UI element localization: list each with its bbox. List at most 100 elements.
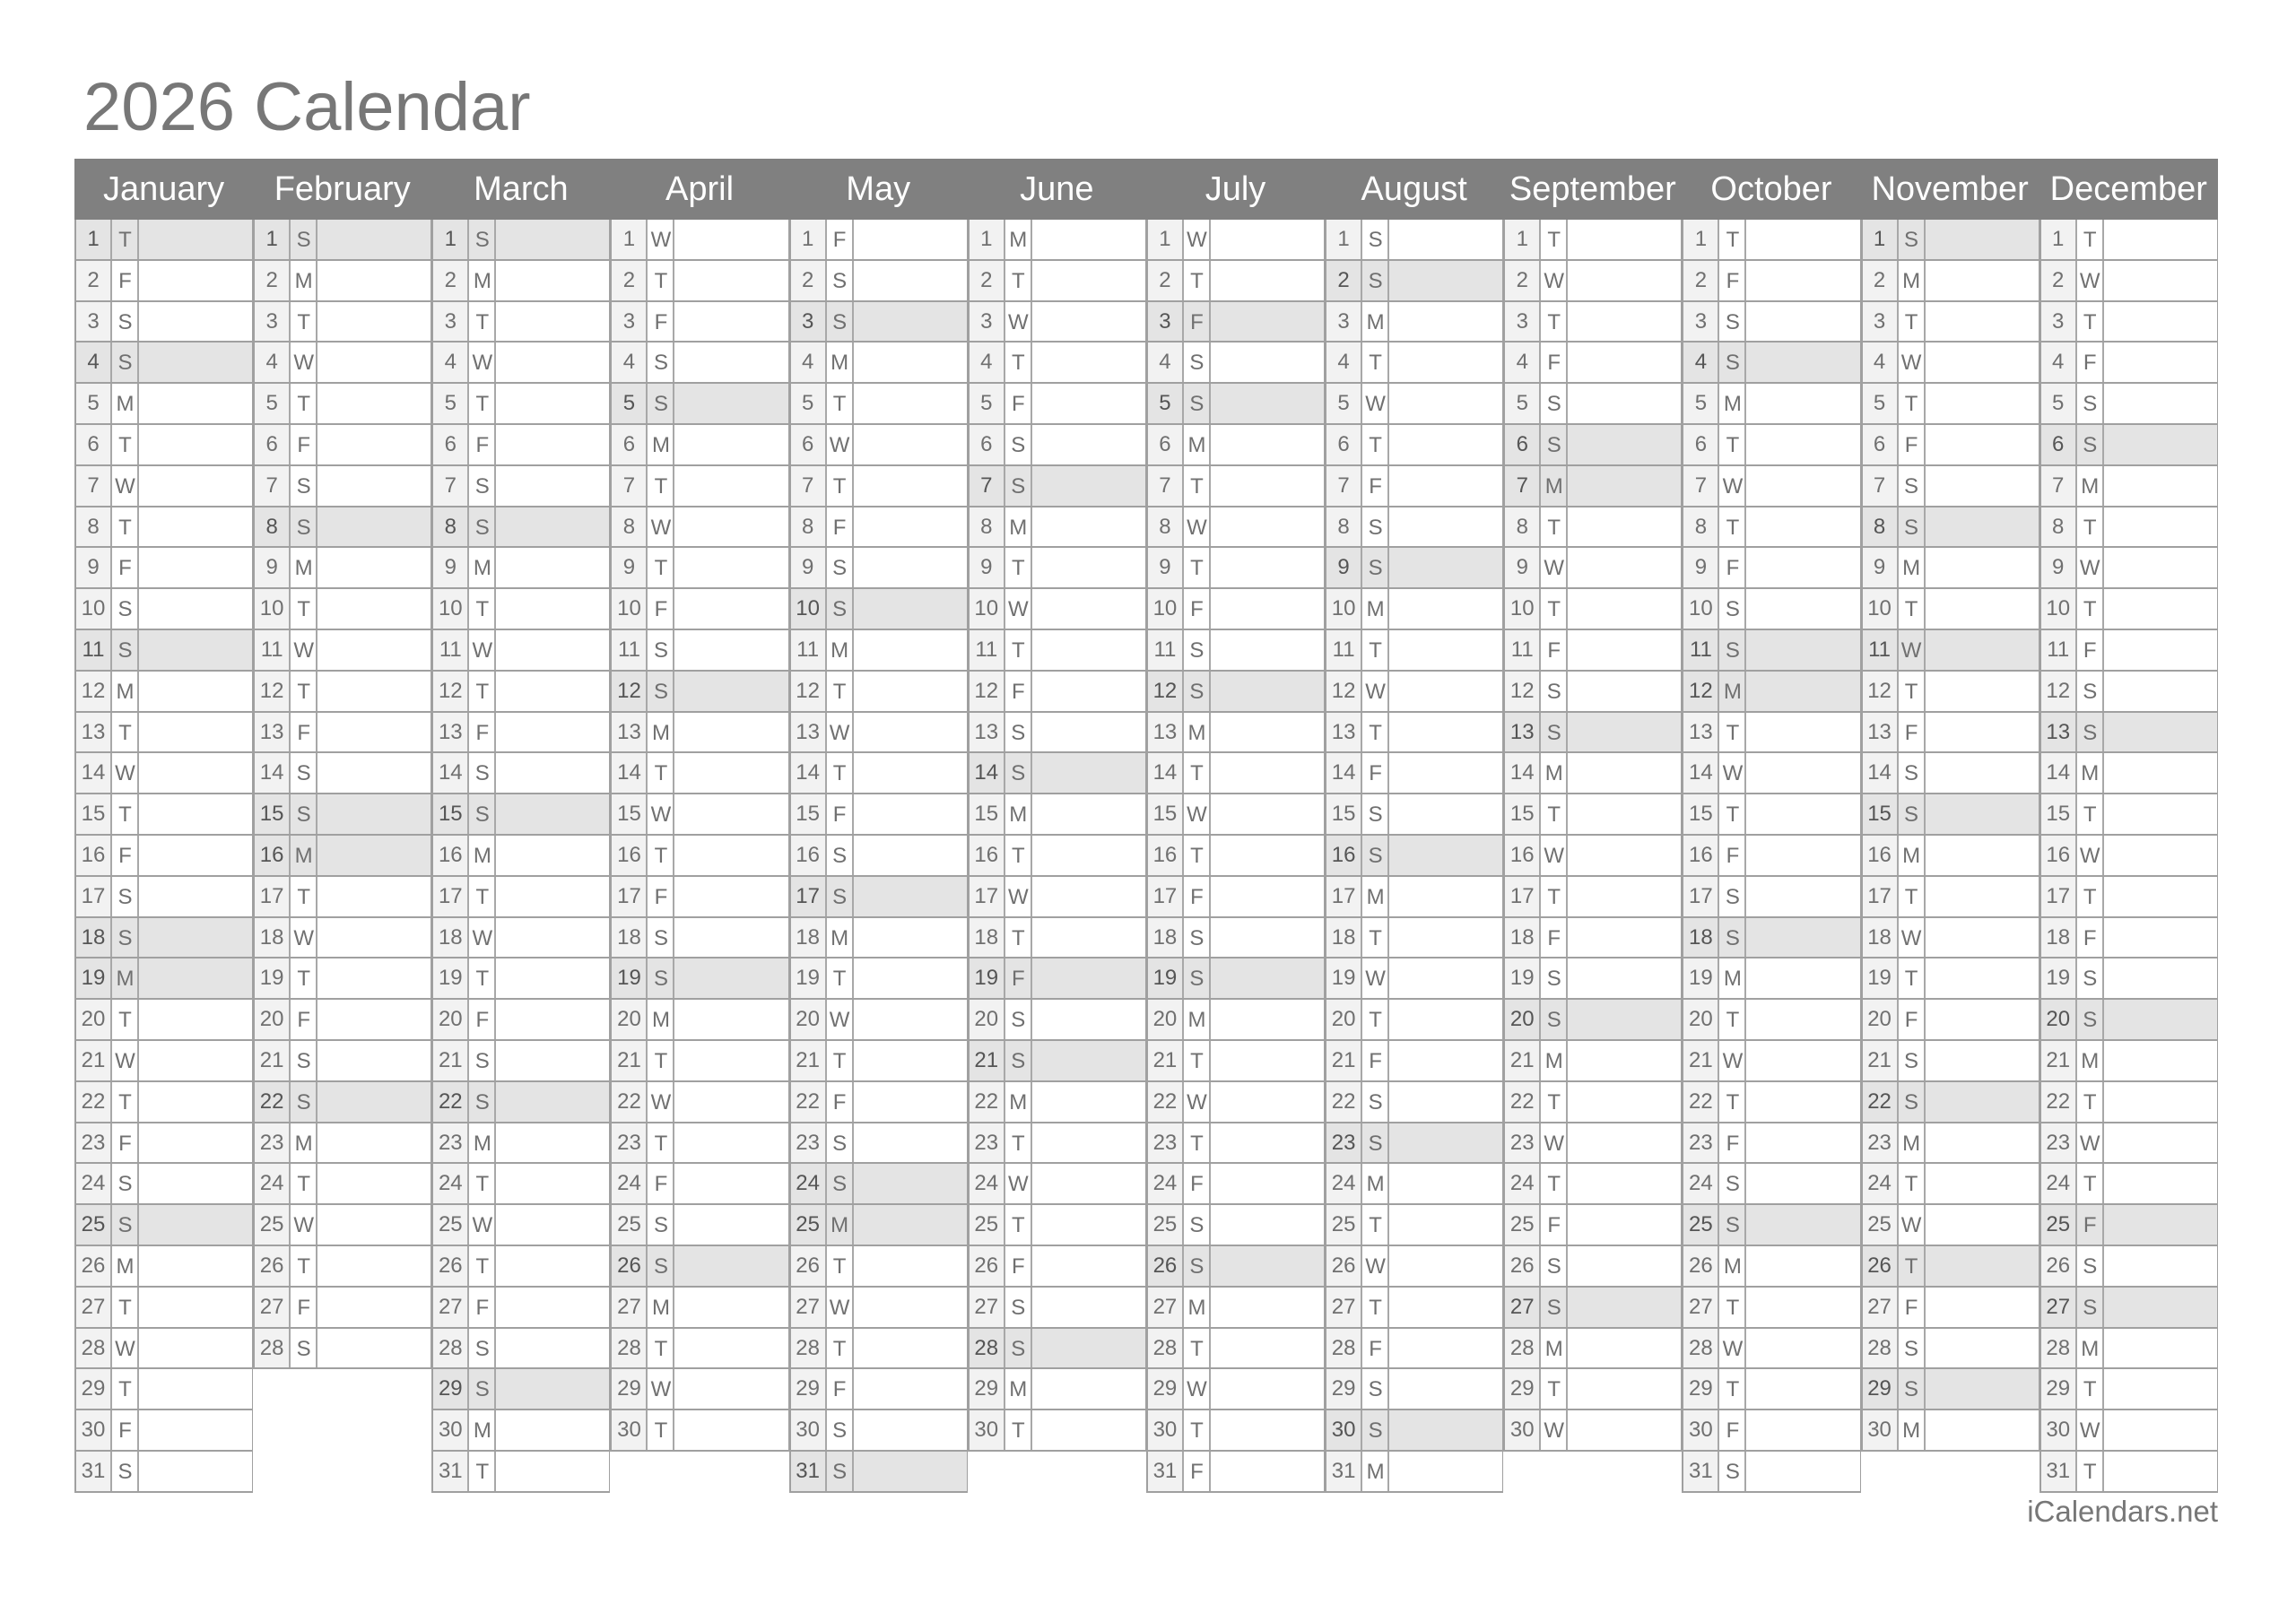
- day-note-cell: [674, 1000, 787, 1039]
- day-note-cell: [1568, 589, 1681, 629]
- day-row: 20: [2039, 1000, 2218, 1041]
- weekday-cell: [1541, 712, 1569, 752]
- day-number: 6: [76, 424, 112, 464]
- day-note-cell: [317, 1123, 430, 1163]
- day-row: 23: [253, 1123, 432, 1165]
- day-note-cell: [1926, 958, 2039, 998]
- day-note-cell: [1032, 548, 1145, 587]
- day-number: 13: [1683, 712, 1720, 752]
- day-number: 24: [612, 1164, 648, 1204]
- day-number: 7: [1683, 465, 1720, 506]
- day-row: 11: [74, 629, 254, 672]
- day-row: 16: [1860, 835, 2039, 877]
- day-row: 9: [431, 548, 611, 590]
- day-row: 23: [967, 1123, 1146, 1165]
- day-note-cell: [317, 589, 430, 629]
- day-note-cell: [2104, 1452, 2217, 1491]
- weekday-cell: [112, 1205, 139, 1245]
- day-number: 21: [790, 1040, 827, 1080]
- day-number: 27: [433, 1287, 470, 1327]
- day-note-cell: [1032, 630, 1145, 670]
- weekday-cell: [1005, 712, 1032, 752]
- day-row: 10: [610, 589, 789, 630]
- day-row: 11: [1325, 629, 1504, 672]
- day-row: 6: [74, 424, 254, 466]
- weekday-cell: [1184, 1369, 1211, 1409]
- day-number: 23: [969, 1123, 1005, 1163]
- weekday-cell: [1184, 589, 1211, 629]
- day-row: 27: [788, 1287, 968, 1329]
- weekday-letters: SMTWTFSSMTWTFSSMTWTFSSMTWTFSSM: [1900, 228, 1922, 1444]
- day-row: 22: [967, 1081, 1146, 1123]
- day-note-cell: [496, 220, 610, 259]
- day-note-cell: [2104, 466, 2217, 506]
- day-note-cell: [674, 302, 787, 342]
- day-number: 5: [1147, 384, 1184, 423]
- weekday-cell: [1899, 301, 1926, 342]
- day-row: 15: [74, 794, 254, 836]
- day-row: 1: [1503, 220, 1683, 261]
- weekday-cell: [827, 753, 854, 794]
- day-row: 2: [1145, 260, 1326, 302]
- weekday-cell: [1898, 1245, 1926, 1286]
- day-row: 22: [253, 1081, 432, 1123]
- day-note-cell: [674, 425, 787, 464]
- day-note-cell: [317, 672, 430, 711]
- day-row: 22: [610, 1081, 789, 1123]
- weekday-letters: TFSSMTWTFSSMTWTFSSMTWTFSSMTWTFS: [1722, 228, 1744, 1484]
- day-row: 28: [788, 1328, 968, 1370]
- day-row: 27: [431, 1287, 611, 1329]
- day-number: 28: [1326, 1328, 1363, 1368]
- day-note-cell: [1926, 836, 2039, 875]
- day-number: 15: [2040, 794, 2077, 834]
- calendar-grid: 1 2 3 4 5 6 7 8 9 10 11 12 13 14 15 16 17 18 19 20 21 22 23 24 2…: [74, 220, 2218, 1493]
- day-note-cell: [2104, 958, 2217, 998]
- weekday-cell: [1541, 384, 1569, 423]
- day-number: 26: [1326, 1245, 1363, 1286]
- day-row: 25: [1145, 1205, 1326, 1246]
- day-row: 30: [1503, 1410, 1683, 1452]
- day-row: 5: [967, 384, 1146, 425]
- month-name-june: June: [1020, 170, 1094, 208]
- day-number: 29: [1326, 1369, 1363, 1409]
- day-number: 11: [612, 629, 648, 670]
- day-note-cell: [496, 343, 609, 382]
- day-row: 8: [1325, 507, 1504, 549]
- day-row: 31: [2039, 1451, 2218, 1493]
- weekday-cell: [1184, 1205, 1211, 1245]
- day-row: 2: [253, 260, 432, 302]
- day-number: 24: [255, 1164, 291, 1204]
- day-number: 19: [1862, 958, 1899, 999]
- day-row: 25: [1503, 1205, 1683, 1246]
- weekday-cell: [1005, 1123, 1032, 1163]
- day-note-cell: [317, 343, 430, 382]
- day-note-cell: [1032, 261, 1145, 300]
- weekday-cell: [1362, 1369, 1390, 1409]
- day-row: 11: [610, 629, 789, 672]
- day-note-cell: [1746, 1082, 1859, 1122]
- day-note-cell: [139, 548, 252, 587]
- day-number: 18: [790, 917, 827, 958]
- day-row: 24: [788, 1164, 968, 1206]
- day-note-cell: [1032, 220, 1145, 259]
- weekday-cell: [291, 629, 318, 670]
- day-note-cell: [1568, 1082, 1681, 1122]
- weekday-cell: [1719, 1369, 1747, 1409]
- day-number: 9: [790, 548, 827, 588]
- day-number: 19: [1326, 958, 1363, 999]
- day-note-cell: [139, 836, 252, 875]
- weekday-cell: [1184, 712, 1211, 752]
- day-note-cell: [1389, 425, 1502, 464]
- day-note-cell: [1211, 1082, 1324, 1122]
- day-number: 1: [612, 220, 648, 259]
- weekday-cell: [1005, 876, 1032, 916]
- day-note-cell: [496, 836, 609, 875]
- month-name-may: May: [846, 170, 911, 208]
- day-note-cell: [1746, 261, 1859, 300]
- day-number: 4: [969, 343, 1005, 383]
- day-row: 14: [1503, 753, 1683, 795]
- day-row: 24: [1682, 1164, 1861, 1206]
- weekday-cell: [1719, 1451, 1747, 1491]
- day-row: 29: [788, 1369, 968, 1411]
- weekday-cell: [112, 260, 139, 300]
